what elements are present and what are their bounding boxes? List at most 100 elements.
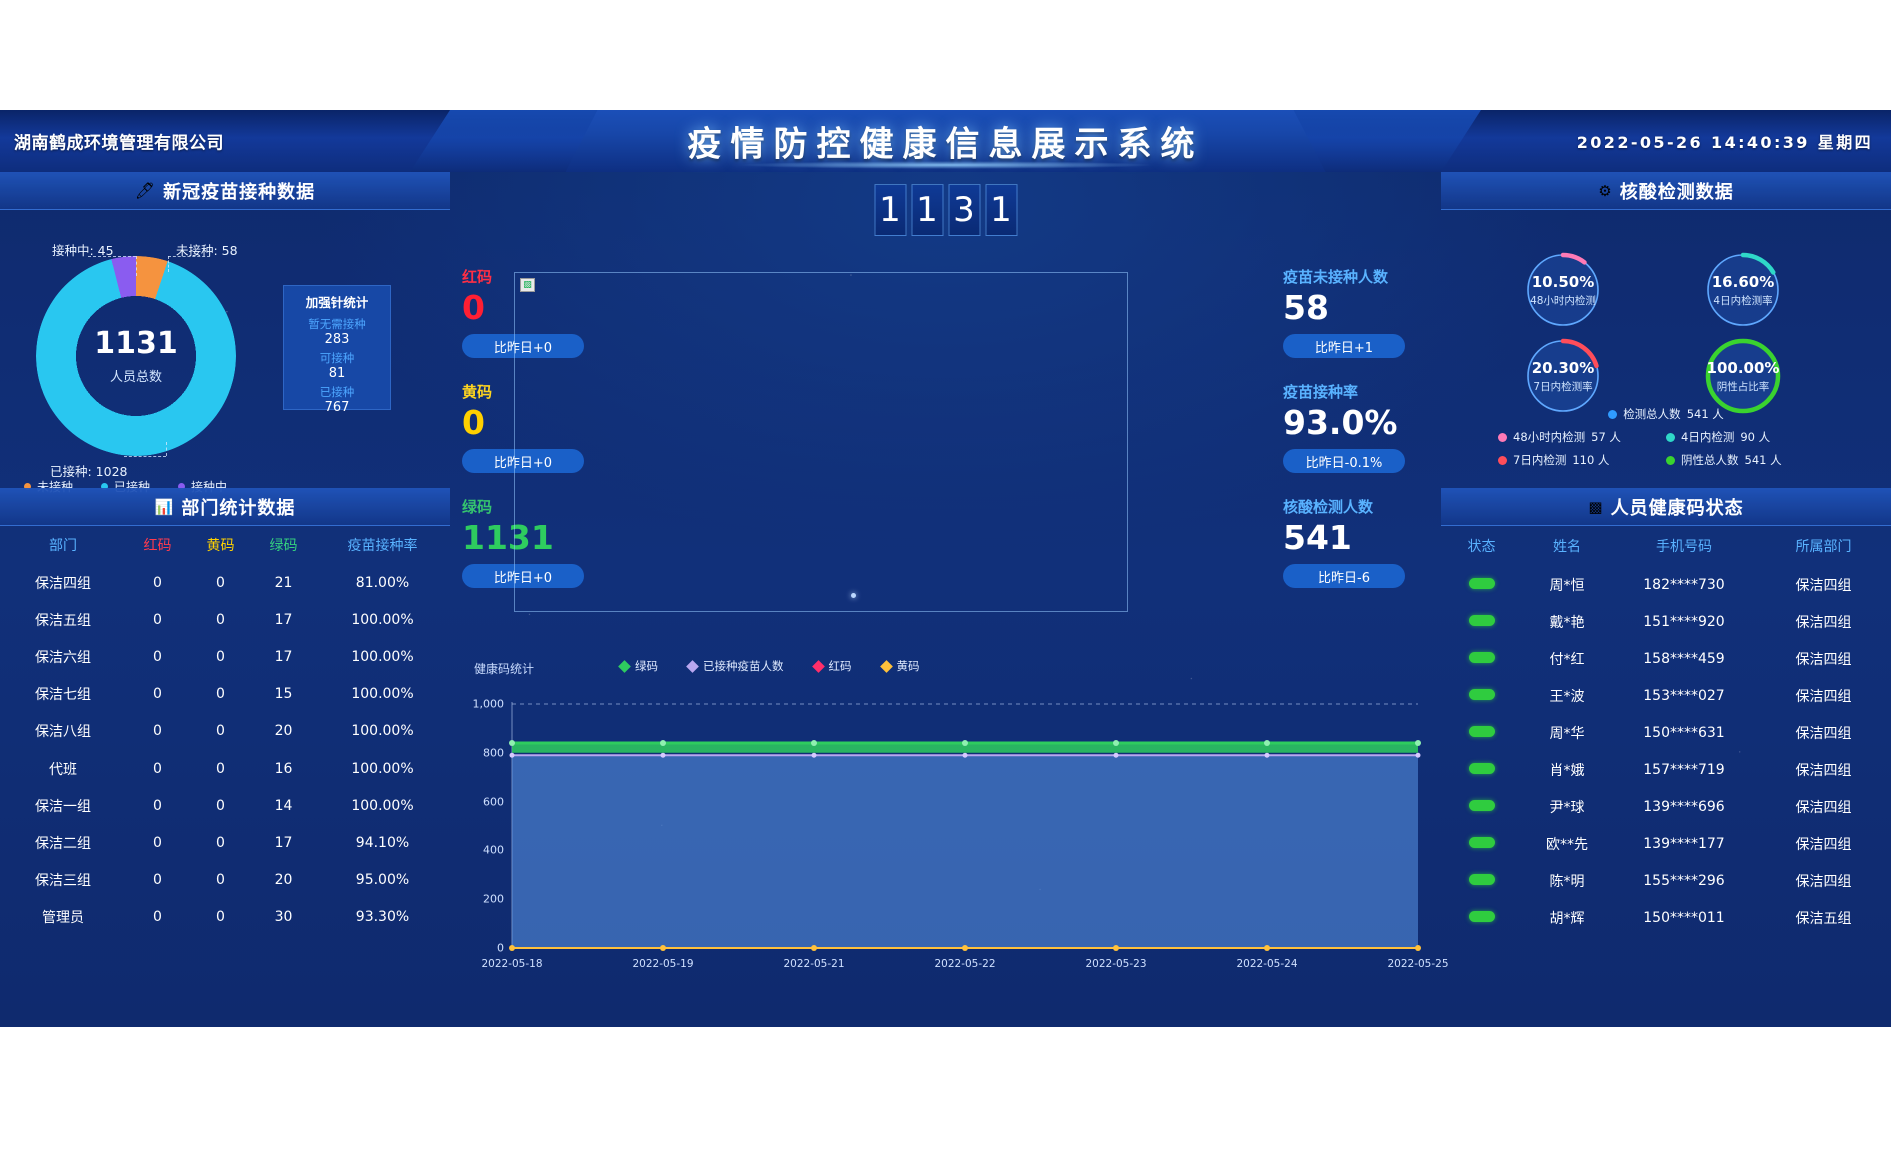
table-row[interactable]: 戴*艳 151****920 保洁四组 [1441,603,1891,640]
department-name: 保洁四组 [1795,836,1852,853]
nat-legend-row-1: 48小时内检测 57 人 4日内检测 90 人 [1441,429,1891,445]
chart-legend-label-2: 红码 [828,659,852,673]
nat-legend-value-4d: 90 人 [1740,430,1771,444]
status-badge [1441,677,1522,714]
vaccination-rate: 100.00% [351,723,414,740]
table-row[interactable]: 保洁五组 0 0 17 100.00% [0,601,450,638]
vaccination-rate: 100.00% [351,611,414,628]
green-code-pill [1468,762,1495,774]
col-green: 绿码 [269,538,298,554]
chart-legend-item-0[interactable]: 绿码 [618,658,658,674]
table-row[interactable]: 陈*明 155****296 保洁四组 [1441,862,1891,899]
stat-nat-delta: 比昨日-6 [1283,564,1405,589]
bar-chart-icon: 📊 [154,497,174,516]
vaccine-panel-header: 🖊 新冠疫苗接种数据 [0,172,450,210]
stat-green-code: 绿码 1131 比昨日+0 [462,490,612,605]
table-row[interactable]: 代班 0 0 16 100.00% [0,750,450,787]
green-code-pill [1468,725,1495,737]
nat-legend-dot-48h [1498,432,1507,442]
phone-number: 139****177 [1643,835,1725,852]
nat-legend-48h: 48小时内检测 57 人 [1498,429,1666,445]
table-row[interactable]: 保洁八组 0 0 20 100.00% [0,713,450,750]
table-row[interactable]: 保洁一组 0 0 14 100.00% [0,787,450,824]
chart-legend-marker-3 [879,659,893,673]
table-row[interactable]: 欧**先 139****177 保洁四组 [1441,825,1891,862]
donut-callout-vaccinated: 已接种: 1028 [50,464,128,479]
table-row[interactable]: 尹*球 139****696 保洁四组 [1441,788,1891,825]
gauge-ring [1525,252,1601,328]
table-row[interactable]: 管理员 0 0 30 93.30% [0,899,450,936]
stat-red-title: 红码 [462,268,493,286]
phone-number: 150****011 [1643,909,1725,926]
green-code-pill [1468,614,1495,626]
stat-nat-value: 541 [1283,518,1352,557]
booster-label-2: 已接种 [319,385,355,399]
vaccine-donut-chart: 1131 人员总数 接种中: 45 未接种: 58 已接种: 1028 [36,243,256,479]
chart-legend-item-1[interactable]: 已接种疫苗人数 [686,658,784,674]
booster-title: 加强针统计 [305,295,369,310]
col-name: 姓名 [1553,539,1581,555]
phone-number: 150****631 [1643,724,1725,741]
gauge-ring [1705,338,1781,414]
status-badge [1441,640,1522,677]
dept-name: 保洁二组 [35,835,91,852]
app-header: 湖南鹤成环境管理有限公司 疫情防控健康信息展示系统 2022-05-26 14:… [0,110,1891,172]
green-code-pill [1468,688,1495,700]
gauge-percent-2: 20.30% [1531,358,1595,377]
department-name: 保洁四组 [1795,725,1852,742]
table-row[interactable]: 付*红 158****459 保洁四组 [1441,640,1891,677]
red-count: 0 [153,574,162,591]
booster-value-1: 81 [328,366,346,381]
chart-legend-item-3[interactable]: 黄码 [879,658,920,674]
vaccine-panel: 🖊 新冠疫苗接种数据 1131 人员总数 接种中: 45 未接种: 58 已接种… [0,172,450,494]
chart-ytick-2: 400 [483,843,504,857]
phone-number: 158****459 [1643,650,1725,667]
yellow-count: 0 [216,723,225,740]
table-row[interactable]: 保洁六组 0 0 17 100.00% [0,638,450,675]
nat-legend-total: 检测总人数 541 人 [1608,406,1724,422]
table-row[interactable]: 肖*娥 157****719 保洁四组 [1441,751,1891,788]
table-row[interactable]: 胡*辉 150****011 保洁五组 [1441,899,1891,936]
nat-legend-label-48h: 48小时内检测 [1513,430,1586,444]
counter-digit-0: 1 [874,184,906,236]
page-title: 疫情防控健康信息展示系统 [687,124,1204,165]
table-row[interactable]: 周*恒 182****730 保洁四组 [1441,566,1891,603]
green-count: 15 [274,686,293,703]
table-row[interactable]: 保洁二组 0 0 17 94.10% [0,824,450,861]
dept-name: 代班 [49,761,77,778]
health-status-panel: ▩ 人员健康码状态 状态 姓名 手机号码 所属部门 周*恒 182****730 保… [1441,488,1891,1027]
chart-legend-item-2[interactable]: 红码 [811,658,852,674]
table-row[interactable]: 保洁四组 0 0 21 81.00% [0,564,450,601]
department-table-body: 保洁四组 0 0 21 81.00% 保洁五组 0 0 17 100.00% 保洁六组 0 0 17 100… [0,564,450,936]
table-row[interactable]: 保洁三组 0 0 20 95.00% [0,862,450,899]
dept-name: 保洁一组 [35,798,91,815]
map-container: ▨ [514,272,1128,612]
gauge-label-2: 7日内检测率 [1533,380,1593,393]
phone-number: 157****719 [1643,761,1725,778]
col-dept2: 所属部门 [1795,539,1852,555]
vaccination-rate: 100.00% [351,797,414,814]
department-name: 保洁四组 [1795,614,1852,631]
phone-number: 153****027 [1643,687,1725,704]
callout-line-5 [124,456,166,457]
green-code-pill [1468,799,1495,811]
chart-ytick-5: 1,000 [472,697,505,711]
phone-number: 139****696 [1643,798,1725,815]
table-row[interactable]: 周*华 150****631 保洁四组 [1441,714,1891,751]
table-row[interactable]: 保洁七组 0 0 15 100.00% [0,676,450,713]
gauge-label-1: 4日内检测率 [1713,294,1773,307]
chart-ytick-3: 600 [483,795,504,809]
nat-legend-dot-4d [1666,432,1675,442]
table-row[interactable]: 王*波 153****027 保洁四组 [1441,677,1891,714]
yellow-count: 0 [216,872,225,889]
donut-total-label: 人员总数 [109,370,162,385]
status-badge [1441,825,1522,862]
stat-unvaccinated: 疫苗未接种人数 58 比昨日+1 [1283,260,1433,375]
green-code-pill [1468,910,1495,922]
chart-ytick-1: 200 [483,892,504,906]
nat-legend-value-total: 541 人 [1686,407,1724,421]
col-status: 状态 [1467,539,1496,555]
callout-line-2 [136,256,137,276]
gauge-negative: 100.00% 阴性占比率 [1703,336,1783,416]
callout-line-6 [166,442,167,456]
